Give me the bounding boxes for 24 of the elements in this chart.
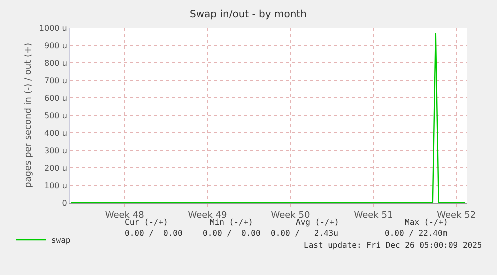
y-tick-label: 0: [62, 198, 68, 208]
y-tick-label: 300 u: [44, 146, 68, 156]
text: 0.00 / 2.43u: [271, 229, 339, 238]
y-tick-label: 100 u: [44, 181, 68, 190]
y-tick-label: 200 u: [44, 164, 68, 173]
text: 0.00 / 0.00: [125, 229, 183, 238]
y-tick-label: 600 u: [44, 94, 68, 103]
y-tick-label: 700 u: [44, 76, 68, 86]
text: 0.00 / 0.00: [203, 229, 261, 238]
text: 0.00 / 22.40m: [385, 229, 448, 238]
y-tick-label: 400 u: [44, 128, 68, 138]
y-tick-label: 500 u: [44, 111, 68, 120]
chart-title: Swap in/out - by month: [190, 10, 307, 20]
y-tick-label: 1000 u: [39, 24, 68, 33]
text: Max (-/+): [405, 218, 448, 227]
text: Min (-/+): [210, 218, 254, 227]
legend-label: swap: [51, 236, 71, 246]
y-axis-title: pages per second in (-) / out (+): [24, 42, 34, 188]
y-tick-label: 800 u: [44, 58, 68, 68]
text: Cur (-/+): [125, 218, 168, 227]
text: Avg (-/+): [296, 218, 340, 227]
x-tick-label: Week 51: [354, 210, 394, 221]
y-tick-label: 900 u: [44, 41, 68, 50]
text: Last update: Fri Dec 26 05:00:09 2025: [304, 241, 482, 250]
